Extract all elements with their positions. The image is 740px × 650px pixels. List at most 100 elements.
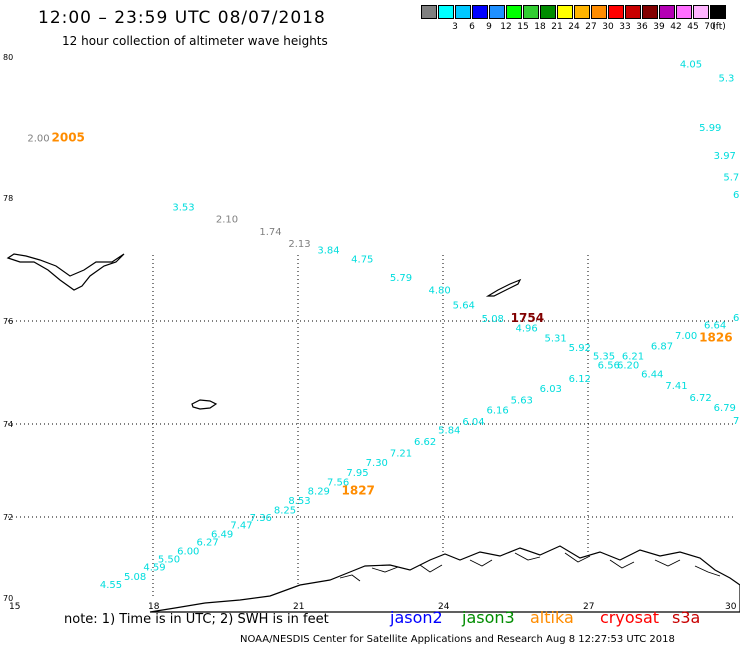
- swh-value: 6.56: [598, 360, 620, 371]
- legend-label: 9: [486, 22, 492, 32]
- satellite-name: jason3: [462, 608, 515, 627]
- swh-value: 4.55: [100, 580, 122, 591]
- legend-swatch: [455, 5, 471, 19]
- latitude-label: 72: [3, 513, 13, 522]
- swh-value: 2.10: [216, 215, 238, 226]
- swh-value: 6.64: [704, 321, 726, 332]
- swh-value: 6.72: [690, 393, 712, 404]
- swh-value: 7.36: [250, 513, 272, 524]
- legend-label: 36: [636, 22, 648, 32]
- wave-height-observations: 2.00 3.53 2.10 1.74 2.13 3.84 4.75 5.79 4.805.64…: [27, 60, 739, 591]
- legend-swatch: [438, 5, 454, 19]
- map-subtitle: 12 hour collection of altimeter wave hei…: [62, 34, 328, 48]
- legend-label: 21: [551, 22, 563, 32]
- swh-value: 2.00: [27, 134, 49, 145]
- legend-label: 15: [517, 22, 529, 32]
- longitude-labels: 15 18 21 24 27 30: [9, 602, 737, 612]
- swh-value: 7.56: [327, 477, 349, 488]
- swh-value: 4.96: [516, 323, 538, 334]
- swh-value: 6: [733, 313, 739, 324]
- swh-value: 5.08: [124, 572, 146, 583]
- swh-value: 6.79: [714, 403, 736, 414]
- legend-swatch: [472, 5, 488, 19]
- pass-time: 1754: [511, 311, 544, 325]
- legend-swatch: [574, 5, 590, 19]
- satellite-name: cryosat: [600, 608, 660, 627]
- footnote: note: 1) Time is in UTC; 2) SWH is in fe…: [64, 612, 329, 627]
- longitude-label: 24: [438, 602, 450, 612]
- map-title: 12:00 – 23:59 UTC 08/07/2018: [38, 8, 326, 28]
- swh-value: 8.29: [308, 487, 330, 498]
- swh-value: 5.64: [453, 301, 475, 312]
- legend-label: 39: [653, 22, 665, 32]
- swh-value: 5.84: [438, 425, 460, 436]
- legend-swatch: [557, 5, 573, 19]
- swh-value: 1.74: [259, 227, 281, 238]
- graticule: [8, 255, 733, 598]
- satellite-name: jason2: [390, 608, 443, 627]
- latitude-label: 70: [3, 594, 13, 603]
- swh-value: 5.92: [569, 343, 591, 354]
- legend-unit: (ft): [712, 22, 726, 32]
- hopen-island: [485, 278, 522, 297]
- swh-value: 5.31: [545, 334, 567, 345]
- pass-time: 1827: [342, 484, 375, 498]
- swh-value: 6.87: [651, 341, 673, 352]
- legend-label: 18: [534, 22, 546, 32]
- swh-value: 7: [733, 416, 739, 427]
- swh-value: 6.00: [177, 546, 199, 557]
- legend-label: 33: [619, 22, 631, 32]
- legend-swatch: [421, 5, 437, 19]
- swh-value: 7.21: [390, 449, 412, 460]
- satellite-name: s3a: [672, 608, 701, 627]
- longitude-label: 30: [725, 602, 737, 612]
- swh-value: 5.99: [699, 123, 721, 134]
- legend-swatch: [591, 5, 607, 19]
- longitude-label: 21: [293, 602, 304, 612]
- legend-label: 6: [469, 22, 475, 32]
- swh-value: 5.3: [719, 74, 735, 85]
- swh-value: 6.04: [462, 417, 484, 428]
- legend-label: 12: [500, 22, 512, 32]
- swh-value: 5.63: [511, 395, 533, 406]
- swh-value: 7.30: [366, 458, 388, 469]
- swh-value: 4.75: [351, 255, 373, 266]
- svalbard-coast: [6, 253, 125, 291]
- swh-value: 7.47: [230, 520, 252, 531]
- swh-value: 3.84: [317, 245, 339, 256]
- legend-label: 24: [568, 22, 580, 32]
- legend-label: 30: [602, 22, 614, 32]
- latitude-label: 80: [3, 53, 13, 62]
- legend-swatch: [489, 5, 505, 19]
- latitude-label: 74: [3, 420, 13, 429]
- legend-swatch: [625, 5, 641, 19]
- credit-line: NOAA/NESDIS Center for Satellite Applica…: [240, 634, 675, 645]
- swh-value: 5.08: [482, 314, 504, 325]
- legend-label: 42: [670, 22, 682, 32]
- legend-swatch: [506, 5, 522, 19]
- satellite-name: altika: [530, 608, 574, 627]
- swh-value: 6.20: [617, 360, 639, 371]
- legend-swatch: [693, 5, 709, 19]
- legend-swatch: [659, 5, 675, 19]
- legend-swatch: [642, 5, 658, 19]
- swh-value: 7.95: [346, 468, 368, 479]
- legend-label: 3: [452, 22, 458, 32]
- swh-value: 5.50: [158, 554, 180, 565]
- legend-swatch: [710, 5, 726, 19]
- legend-label: 45: [687, 22, 699, 32]
- longitude-label: 18: [148, 602, 160, 612]
- pass-time: 2005: [52, 131, 85, 145]
- legend-swatch: [608, 5, 624, 19]
- swh-value: 4.59: [143, 562, 165, 573]
- swh-value: 6.27: [197, 537, 219, 548]
- swh-value: 8.53: [288, 496, 310, 507]
- swh-value: 2.13: [288, 239, 310, 250]
- swh-value: 3.53: [172, 202, 194, 213]
- legend-swatch: [676, 5, 692, 19]
- coastlines: [6, 253, 740, 613]
- swh-value: 6.62: [414, 437, 436, 448]
- swh-value: 7.41: [665, 381, 687, 392]
- legend-swatch: [540, 5, 556, 19]
